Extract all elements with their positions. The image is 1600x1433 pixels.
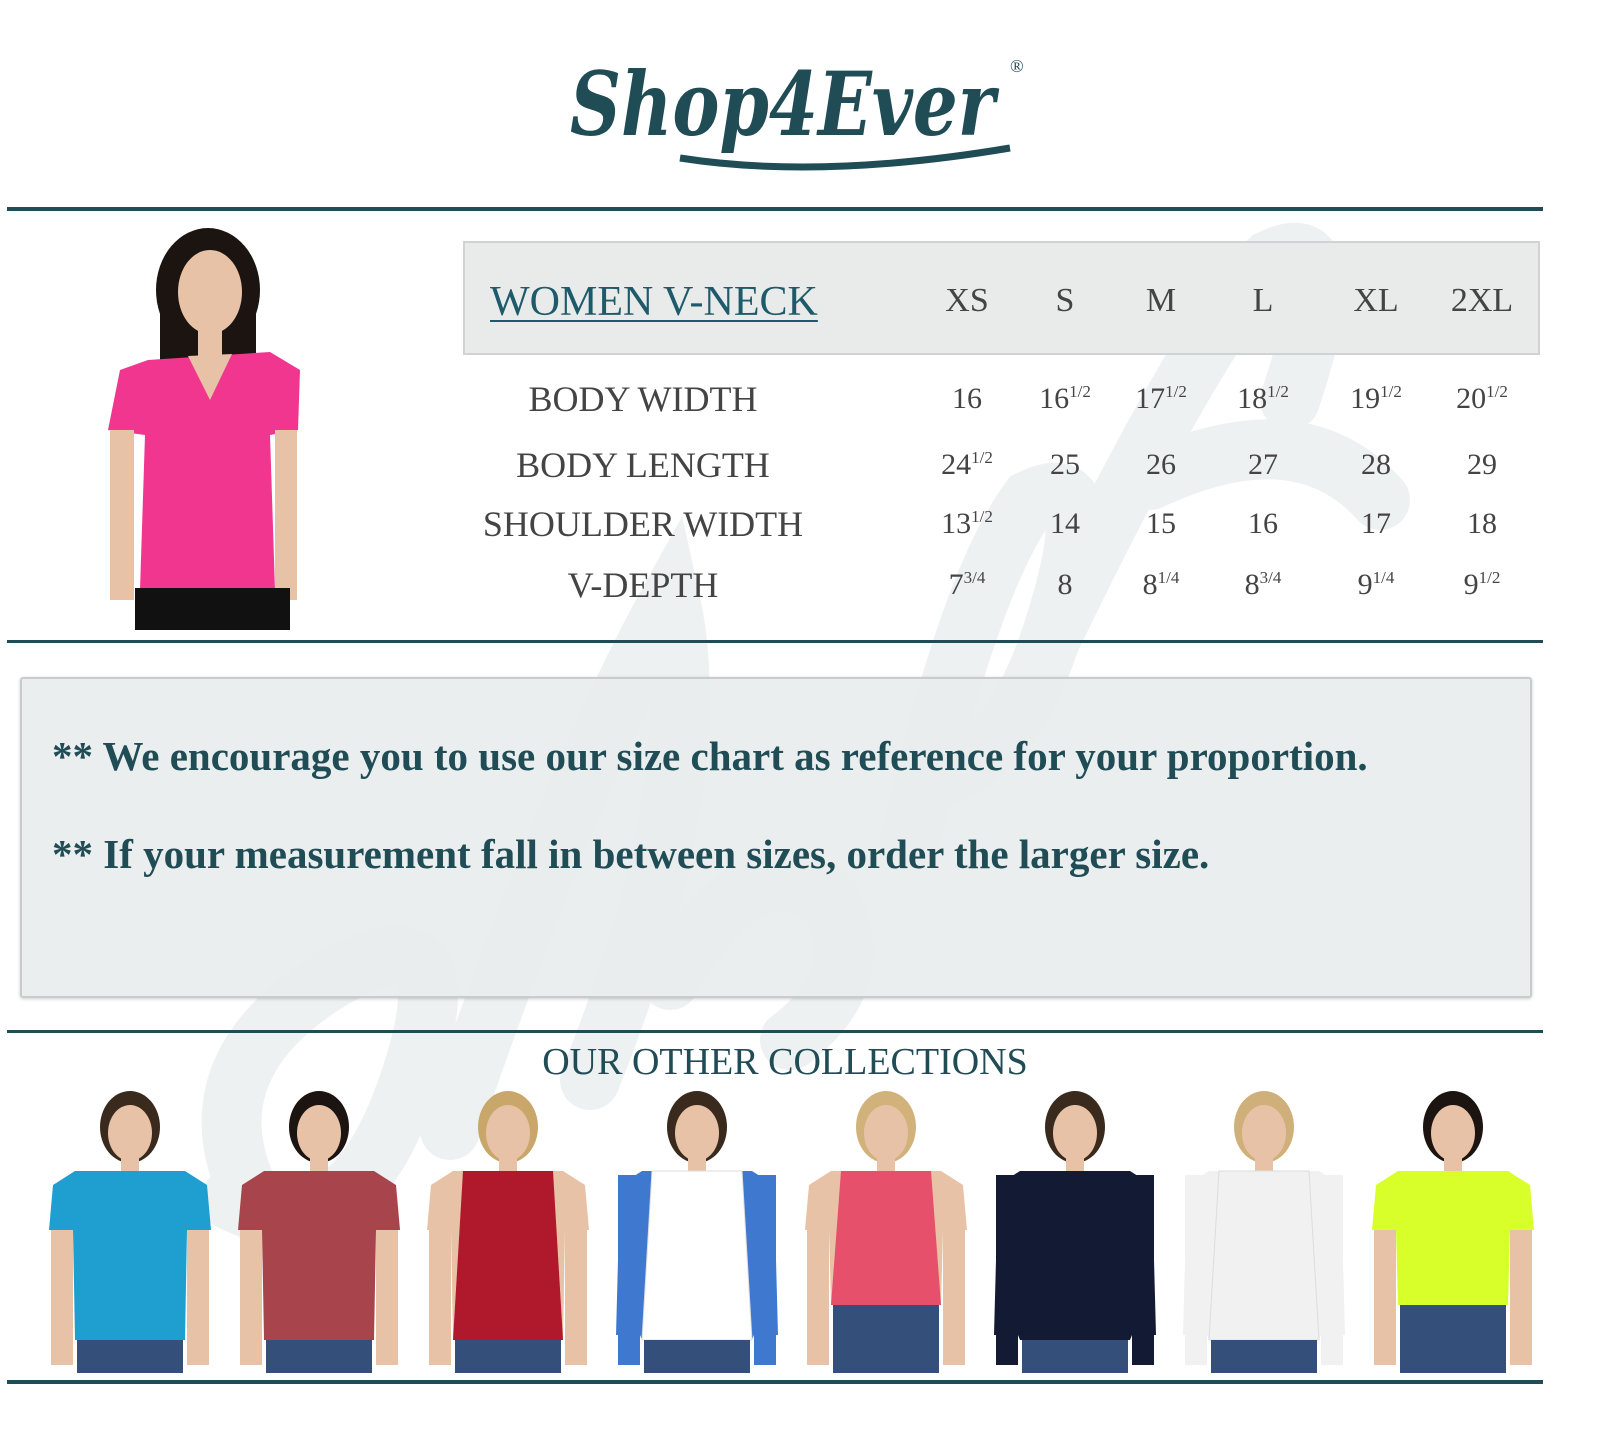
- row-label: V-DEPTH: [567, 565, 719, 605]
- cell-whole: 16: [1248, 507, 1278, 540]
- cell-whole: 19: [1350, 382, 1381, 415]
- measurement-cell: 29: [1432, 448, 1532, 482]
- logo-text: Shop4Ever: [570, 52, 1000, 156]
- cell-fraction: 1/2: [1069, 382, 1091, 401]
- cell-fraction: 1/2: [1267, 382, 1289, 401]
- cell-whole: 9: [1357, 568, 1373, 601]
- size-header-xs: XS: [945, 282, 989, 319]
- measurement-cell: 91/4: [1326, 568, 1426, 602]
- measurement-cell: 25: [1015, 448, 1115, 482]
- measurement-cell: 81/4: [1111, 568, 1211, 602]
- cell-whole: 8: [1244, 568, 1260, 601]
- measurement-cell: 241/2: [917, 448, 1017, 482]
- divider: [7, 1380, 1543, 1384]
- measurement-cell: 18: [1432, 507, 1532, 541]
- cell-whole: 16: [1039, 382, 1070, 415]
- measurement-cell: 201/2: [1432, 382, 1532, 416]
- cell-fraction: 3/4: [1259, 568, 1282, 587]
- collection-item-tee[interactable]: [234, 1085, 404, 1373]
- measurement-cell: 8: [1015, 568, 1115, 602]
- registered-mark: ®: [1010, 56, 1024, 76]
- measurement-cell: 191/2: [1326, 382, 1426, 416]
- measurement-cell: 131/2: [917, 507, 1017, 541]
- divider: [7, 1030, 1543, 1033]
- cell-fraction: 3/4: [963, 568, 986, 587]
- measurement-cell: 161/2: [1015, 382, 1115, 416]
- divider: [7, 640, 1543, 643]
- cell-fraction: 1/2: [1165, 382, 1187, 401]
- cell-whole: 29: [1467, 448, 1497, 481]
- cell-whole: 17: [1361, 507, 1391, 540]
- notes-box: [20, 677, 1532, 998]
- cell-whole: 7: [948, 568, 964, 601]
- cell-whole: 9: [1463, 568, 1479, 601]
- cell-whole: 17: [1135, 382, 1166, 415]
- collection-item-crop-tank[interactable]: [801, 1085, 971, 1373]
- size-header-2xl: 2XL: [1450, 282, 1514, 319]
- cell-fraction: 1/4: [1372, 568, 1395, 587]
- collection-item-raglan[interactable]: [612, 1085, 782, 1373]
- collections-title: OUR OTHER COLLECTIONS: [542, 1041, 1028, 1083]
- measurement-cell: 26: [1111, 448, 1211, 482]
- row-label: BODY WIDTH: [528, 379, 758, 419]
- measurement-cell: 17: [1326, 507, 1426, 541]
- cell-whole: 18: [1237, 382, 1268, 415]
- cell-fraction: 1/4: [1157, 568, 1180, 587]
- size-header-xl: XL: [1353, 282, 1399, 319]
- cell-whole: 14: [1050, 507, 1080, 540]
- collection-item-tee[interactable]: [45, 1085, 215, 1373]
- cell-whole: 16: [952, 382, 982, 415]
- measurement-cell: 14: [1015, 507, 1115, 541]
- cell-whole: 28: [1361, 448, 1391, 481]
- cell-whole: 20: [1456, 382, 1487, 415]
- measurement-cell: 181/2: [1213, 382, 1313, 416]
- size-header-m: M: [1145, 282, 1177, 319]
- row-label: SHOULDER WIDTH: [482, 504, 804, 544]
- cell-whole: 26: [1146, 448, 1176, 481]
- row-label: BODY LENGTH: [516, 445, 770, 485]
- collection-item-longsleeve[interactable]: [1179, 1085, 1349, 1373]
- measurement-cell: 15: [1111, 507, 1211, 541]
- measurement-cell: 16: [1213, 507, 1313, 541]
- cell-whole: 13: [941, 507, 972, 540]
- brand-logo: Shop4Ever ®: [570, 52, 1024, 171]
- measurement-cell: 91/2: [1432, 568, 1532, 602]
- measurement-cell: 27: [1213, 448, 1313, 482]
- divider: [7, 207, 1543, 211]
- size-header-bar: [463, 241, 1540, 355]
- note-reference: ** We encourage you to use our size char…: [52, 733, 1368, 779]
- size-header-l: L: [1252, 282, 1274, 319]
- collection-item-sweatshirt[interactable]: [990, 1085, 1160, 1373]
- measurement-cell: 171/2: [1111, 382, 1211, 416]
- measurement-cell: 16: [917, 382, 1017, 416]
- measurement-cell: 28: [1326, 448, 1426, 482]
- cell-whole: 8: [1057, 568, 1073, 601]
- cell-fraction: 1/2: [1380, 382, 1402, 401]
- chart-title: WOMEN V-NECK: [490, 279, 818, 325]
- cell-fraction: 1/2: [1486, 382, 1508, 401]
- cell-whole: 15: [1146, 507, 1176, 540]
- collection-item-tank[interactable]: [423, 1085, 593, 1373]
- cell-fraction: 1/2: [971, 448, 993, 467]
- collection-item-crop-tee[interactable]: [1368, 1085, 1538, 1373]
- note-between-sizes: ** If your measurement fall in between s…: [52, 831, 1210, 877]
- cell-fraction: 1/2: [1478, 568, 1501, 587]
- cell-fraction: 1/2: [971, 507, 993, 526]
- cell-whole: 18: [1467, 507, 1497, 540]
- cell-whole: 25: [1050, 448, 1080, 481]
- cell-whole: 24: [941, 448, 972, 481]
- cell-whole: 8: [1142, 568, 1158, 601]
- measurement-cell: 73/4: [917, 568, 1017, 602]
- cell-whole: 27: [1248, 448, 1278, 481]
- model-photo: [108, 228, 300, 630]
- measurement-cell: 83/4: [1213, 568, 1313, 602]
- size-header-s: S: [1055, 282, 1075, 319]
